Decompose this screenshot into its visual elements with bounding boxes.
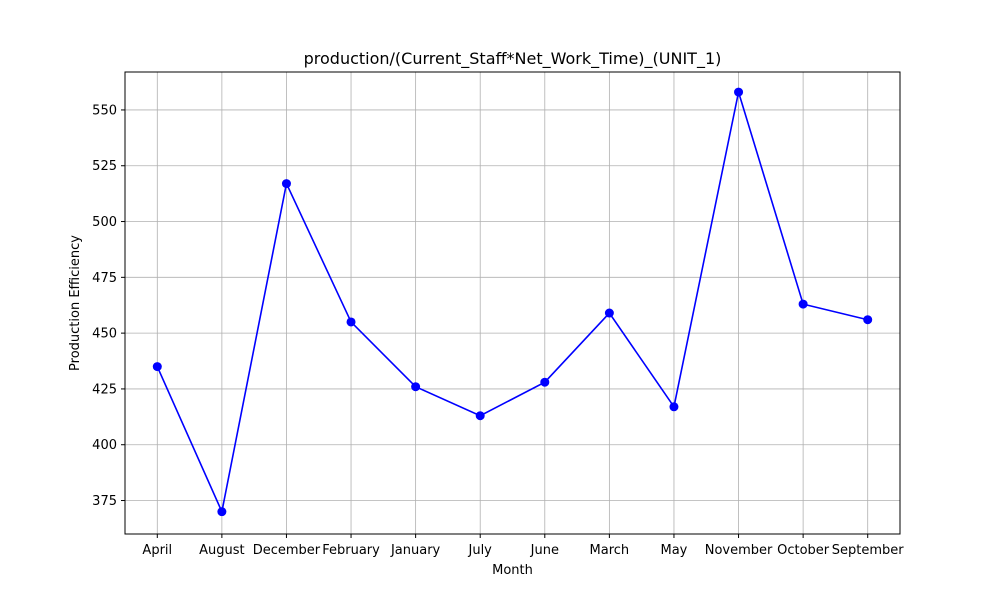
x-tick-label: October	[777, 543, 830, 558]
series-line	[156, 91, 868, 515]
x-tick-label: November	[705, 543, 773, 558]
x-tick-label: March	[590, 543, 630, 558]
x-tick-label: December	[253, 543, 321, 558]
x-tick-label: February	[322, 543, 380, 558]
data-point	[475, 411, 485, 421]
data-point	[411, 382, 421, 392]
data-point	[798, 299, 808, 309]
x-axis-ticks: April August December February January July Ju…	[142, 534, 904, 558]
data-point	[863, 315, 873, 325]
x-tick-label: August	[199, 543, 245, 558]
data-point	[281, 179, 291, 189]
data-point	[217, 507, 227, 517]
x-tick-label: June	[530, 543, 559, 558]
x-tick-label: January	[390, 543, 441, 558]
y-axis-label: Production Efficiency	[68, 235, 83, 371]
y-tick-label: 400	[92, 438, 117, 453]
data-point	[669, 402, 679, 412]
y-tick-label: 525	[92, 159, 117, 174]
x-axis-label: Month	[492, 563, 533, 578]
data-point	[152, 362, 162, 372]
y-tick-label: 450	[92, 327, 117, 342]
y-tick-label: 550	[92, 103, 117, 118]
y-tick-label: 375	[92, 494, 117, 509]
data-point	[346, 317, 356, 327]
data-point	[734, 87, 744, 97]
x-tick-label: May	[661, 543, 688, 558]
plot-frame	[124, 71, 901, 535]
grid	[125, 72, 900, 534]
y-axis-ticks: 375 400 425 450 475 500 525 550	[92, 103, 125, 509]
data-point	[604, 308, 614, 318]
x-tick-label: July	[468, 543, 493, 558]
chart-title: production/(Current_Staff*Net_Work_Time)…	[304, 49, 722, 69]
y-tick-label: 425	[92, 382, 117, 397]
x-tick-label: April	[142, 543, 172, 558]
x-tick-label: September	[832, 543, 905, 558]
series-group	[152, 87, 873, 517]
data-point	[540, 377, 550, 387]
y-tick-label: 475	[92, 271, 117, 286]
y-tick-label: 500	[92, 215, 117, 230]
